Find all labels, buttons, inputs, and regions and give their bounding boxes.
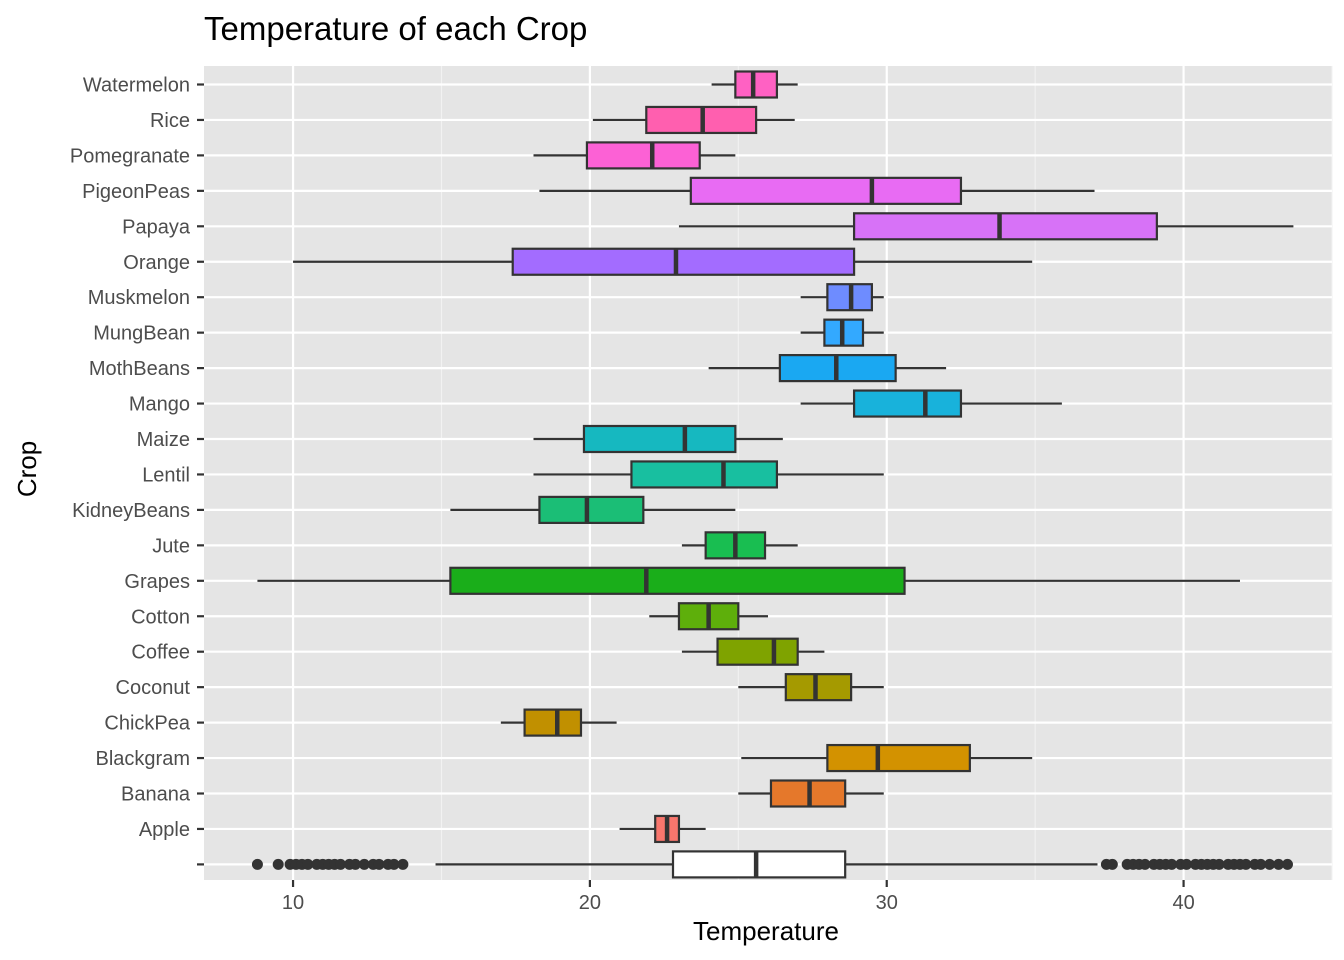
box-blackgram — [741, 743, 1033, 773]
box-iqr — [449, 566, 906, 595]
box-pomegranate — [533, 141, 736, 170]
box-papaya — [678, 212, 1294, 241]
box-cotton — [649, 602, 768, 631]
box-iqr — [671, 850, 847, 879]
box-kidneybeans — [450, 495, 736, 524]
y-tick-label: Maize — [137, 429, 190, 451]
box-chickpea — [500, 708, 617, 737]
y-tick-label: Papaya — [122, 216, 191, 238]
box-iqr — [784, 673, 853, 702]
chart-title: Temperature of each Crop — [204, 10, 587, 47]
x-tick-label: 10 — [282, 892, 304, 914]
box-iqr — [511, 247, 856, 276]
y-tick-label: Apple — [139, 819, 190, 841]
x-tick-label: 30 — [876, 892, 898, 914]
y-tick-label: Watermelon — [83, 75, 190, 97]
y-axis-title: Crop — [12, 441, 42, 497]
outlier-point — [1106, 858, 1118, 870]
box-rice — [592, 105, 795, 135]
y-tick-label: Orange — [123, 252, 190, 274]
box-jute — [681, 531, 798, 560]
axis-layer: Watermelon Rice Pomegranate PigeonPeas Papay… — [70, 75, 1195, 915]
box-iqr — [538, 495, 645, 524]
y-tick-label: Blackgram — [96, 748, 190, 770]
y-tick-label: Mango — [129, 394, 190, 416]
y-tick-label: MothBeans — [89, 358, 190, 380]
outlier-point — [358, 858, 370, 870]
box-iqr — [630, 460, 779, 489]
box-pigeonpeas — [539, 176, 1095, 205]
box-iqr — [582, 424, 737, 454]
outlier-point — [1281, 858, 1293, 870]
y-tick-label: Grapes — [124, 571, 190, 593]
box-iqr — [826, 743, 971, 773]
box-iqr — [734, 70, 779, 99]
y-tick-label: Rice — [150, 110, 190, 132]
y-tick-label: ChickPea — [104, 713, 190, 735]
outlier-point — [251, 858, 263, 870]
y-tick-label: Coconut — [116, 677, 191, 699]
box-lentil — [533, 460, 884, 489]
box-iqr — [852, 389, 963, 418]
outlier-point — [1240, 858, 1252, 870]
outlier-point — [335, 858, 347, 870]
box-coffee — [681, 637, 825, 666]
y-tick-label: Muskmelon — [88, 287, 190, 309]
box-orange — [293, 247, 1033, 276]
outlier-point — [1181, 858, 1193, 870]
box-iqr — [716, 637, 799, 666]
y-tick-label: Coffee — [131, 642, 190, 664]
box-all — [251, 850, 1293, 879]
x-axis-title: Temperature — [693, 916, 839, 946]
outlier-point — [397, 858, 409, 870]
outlier-point — [272, 858, 284, 870]
box-coconut — [738, 673, 884, 702]
box-banana — [738, 779, 884, 808]
box-iqr — [852, 212, 1158, 241]
outlier-point — [1273, 858, 1285, 870]
y-tick-label: MungBean — [93, 323, 190, 345]
y-tick-label: Jute — [152, 535, 190, 557]
outlier-point — [1139, 858, 1151, 870]
y-tick-label: Lentil — [142, 464, 190, 486]
box-muskmelon — [800, 283, 884, 312]
box-iqr — [523, 708, 583, 737]
box-mango — [800, 389, 1062, 418]
box-mothbeans — [708, 354, 947, 383]
outlier-point — [1264, 858, 1276, 870]
box-layer — [251, 70, 1294, 879]
x-tick-label: 20 — [579, 892, 601, 914]
box-apple — [619, 814, 706, 844]
outlier-point — [1255, 858, 1267, 870]
outlier-point — [388, 858, 400, 870]
y-tick-label: Banana — [121, 784, 191, 806]
outlier-point — [302, 858, 314, 870]
box-mungbean — [800, 318, 884, 347]
outlier-point — [1166, 858, 1178, 870]
x-tick-label: 40 — [1172, 892, 1194, 914]
y-tick-label: Cotton — [131, 606, 190, 628]
outlier-point — [1213, 858, 1225, 870]
y-tick-label: Pomegranate — [70, 145, 190, 167]
outlier-point — [373, 858, 385, 870]
box-grapes — [257, 566, 1240, 595]
y-tick-label: PigeonPeas — [82, 181, 190, 203]
box-iqr — [689, 176, 963, 205]
box-iqr — [585, 141, 701, 170]
box-maize — [533, 424, 783, 454]
box-watermelon — [711, 70, 798, 99]
outlier-point — [349, 858, 361, 870]
y-tick-label: KidneyBeans — [72, 500, 190, 522]
